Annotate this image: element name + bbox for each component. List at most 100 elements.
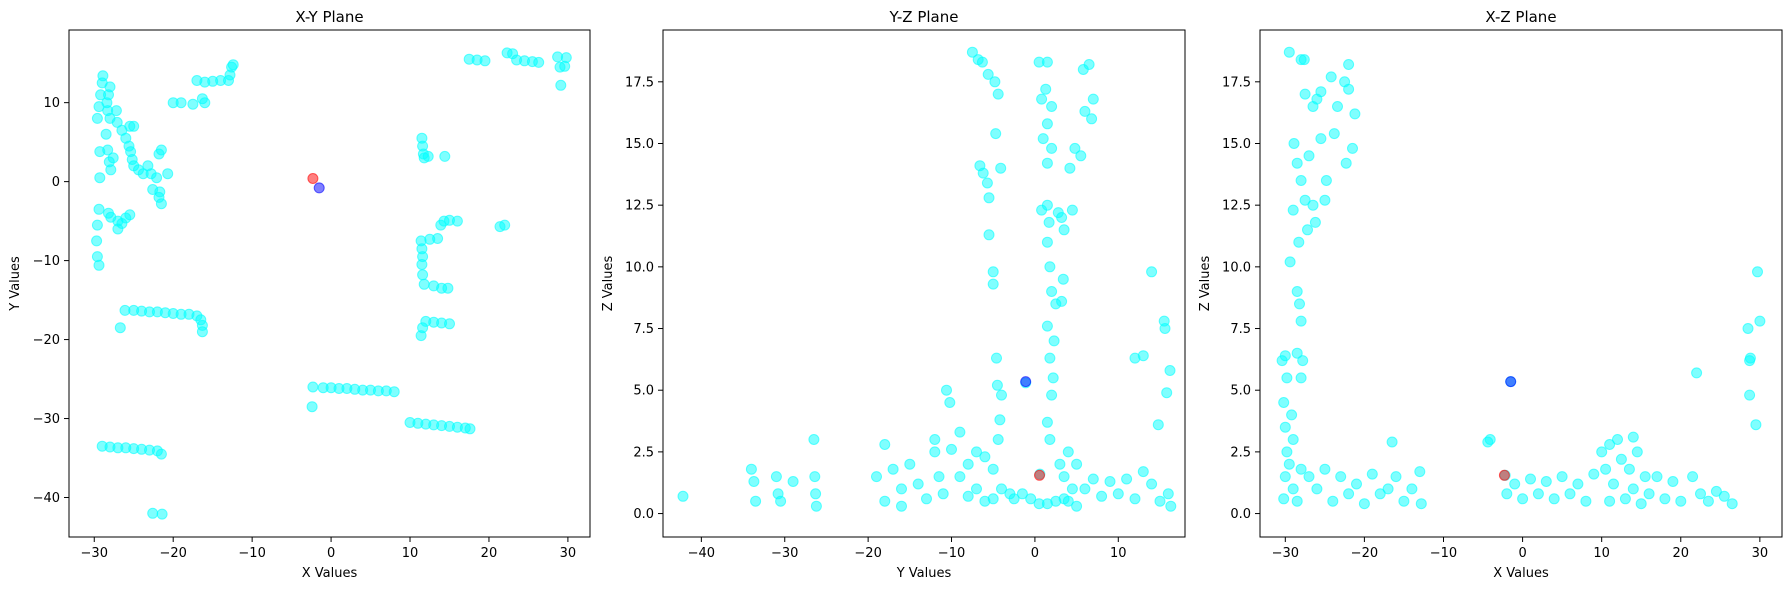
data-point [992,88,1004,100]
data-point [987,493,999,505]
data-point [1343,488,1355,500]
data-point [464,423,476,435]
data-point [1744,352,1756,364]
data-point [1414,466,1426,478]
x-tick-label: −10 [1430,546,1457,561]
data-point [91,112,103,124]
data-point [1710,485,1722,497]
data-point [1041,199,1053,211]
data-point [879,495,891,507]
y-tick-label: 10.0 [1222,260,1251,275]
y-tick-label: 2.5 [633,445,654,460]
data-point [1025,493,1037,505]
data-point [1294,298,1305,310]
data-point [1058,471,1070,483]
data-point [1057,273,1069,285]
data-point [1295,175,1307,186]
data-point [983,229,995,241]
data-point [1046,101,1058,112]
plot-frame [662,29,1186,538]
red-marker-point [307,173,319,184]
data-point [1291,495,1303,507]
data-point [1044,261,1056,273]
data-point [809,471,821,483]
data-point [989,76,1001,88]
data-point [1075,150,1087,162]
data-point [1048,335,1060,347]
data-point [1612,434,1623,445]
data-point [1062,446,1074,458]
x-tick-label: −30 [1272,546,1299,561]
x-tick-label: 10 [1593,546,1610,561]
data-point [444,318,455,330]
data-point [987,463,999,475]
data-point [1004,488,1016,500]
data-point [775,495,787,507]
data-point [416,259,428,270]
data-point [124,209,136,221]
data-point [1083,59,1095,70]
data-point [155,448,167,460]
data-point [1295,372,1307,384]
data-point [1278,397,1290,408]
data-point [748,476,760,487]
data-point [417,269,429,281]
data-point [1288,138,1300,149]
x-tick-label: 20 [1672,546,1689,561]
data-point [810,488,822,500]
data-point [1041,416,1053,428]
data-point [418,278,430,290]
data-points [91,47,572,520]
data-point [994,414,1006,426]
data-point [990,128,1002,140]
data-point [100,128,112,140]
data-points [1276,46,1766,510]
data-point [1037,133,1049,145]
data-point [929,434,941,445]
y-tick-label: 2.5 [1230,445,1251,460]
data-point [1054,458,1066,470]
data-point [196,93,208,105]
data-point [1695,488,1706,500]
data-point [1064,162,1076,174]
data-point [1627,431,1639,443]
data-point [1608,478,1619,490]
data-point [1484,434,1496,445]
data-point [1572,478,1584,490]
data-point [1319,194,1331,206]
data-point [1349,108,1361,120]
data-point [1742,323,1754,334]
x-tick-label: −20 [1351,546,1378,561]
data-point [1047,372,1059,384]
data-point [442,282,454,294]
data-point [1281,446,1293,458]
data-point [1041,118,1053,130]
data-point [1311,483,1323,495]
data-point [1600,463,1612,475]
data-point [979,451,991,463]
data-point [1121,473,1133,485]
data-point [1046,389,1058,401]
data-point [944,397,956,408]
data-point [1066,483,1078,495]
data-point [1295,315,1307,327]
data-point [162,168,174,180]
data-point [1320,175,1332,186]
data-point [1347,142,1358,154]
data-point [1406,483,1418,495]
data-point [937,488,949,500]
y-tick-label: −20 [33,333,60,348]
y-tick-label: 0.0 [633,507,654,522]
blue-marker-point [1505,376,1517,388]
data-point [1112,488,1124,500]
data-point [991,379,1003,391]
data-point [1726,498,1738,510]
y-tick-label: 17.5 [625,75,654,90]
y-tick-label: 5.0 [1230,384,1251,399]
blue-marker-point [313,182,325,194]
data-point [1297,355,1309,367]
y-tick-label: −10 [33,254,60,269]
data-point [677,490,689,502]
data-point [1041,320,1053,332]
data-point [1161,387,1173,399]
